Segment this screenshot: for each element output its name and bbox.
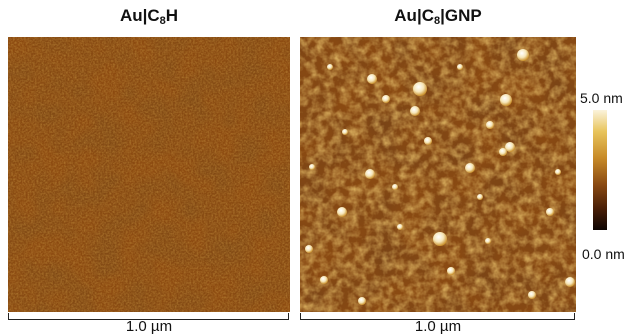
nanoparticle-spot [367,74,377,84]
nanoparticle-spot [565,277,575,287]
nanoparticle-spot [342,129,348,135]
nanoparticle-spot [447,267,455,275]
nanoparticle-spot [505,142,515,152]
nanoparticle-spot [327,64,333,70]
scale-label-left: 1.0 µm [125,318,173,335]
nanoparticle-spot [517,49,529,61]
colorbar-max-label: 5.0 nm [580,90,623,106]
height-colorbar [593,110,607,230]
nanoparticle-spot [528,291,536,299]
nanoparticle-spot [485,238,491,244]
afm-topography-right [300,37,576,312]
nanoparticle-spot [382,95,390,103]
nanoparticle-spot [413,82,427,96]
nanoparticle-spot [397,224,403,230]
afm-image-right [300,37,576,312]
panel-title-right: Au|C8|GNP [394,6,482,27]
nanoparticle-spot [555,169,561,175]
scale-bar-left [8,313,289,320]
nanoparticle-spot [424,137,432,145]
nanoparticles [305,49,575,305]
nanoparticle-spot [433,232,447,246]
nanoparticle-spot [309,164,315,170]
nanoparticle-spot [358,297,366,305]
nanoparticle-spot [486,121,494,129]
colorbar-min-label: 0.0 nm [582,246,625,262]
nanoparticle-spot [465,163,475,173]
surface-roughness [8,37,290,312]
nanoparticle-spot [305,245,313,253]
panel-title-left: Au|C8H [119,6,179,27]
nanoparticle-spot [392,184,398,190]
nanoparticle-spot [410,106,420,116]
scale-bar-right [300,313,575,320]
afm-topography-left [8,37,290,312]
nanoparticle-spot [457,64,463,70]
nanoparticle-spot [365,169,375,179]
nanoparticle-spot [477,194,483,200]
scale-label-right: 1.0 µm [414,318,462,335]
nanoparticle-spot [320,276,328,284]
surface-grains [300,37,576,312]
afm-image-left [8,37,290,312]
nanoparticle-spot [499,148,507,156]
nanoparticle-spot [337,207,347,217]
nanoparticle-spot [546,208,554,216]
nanoparticle-spot [500,94,512,106]
